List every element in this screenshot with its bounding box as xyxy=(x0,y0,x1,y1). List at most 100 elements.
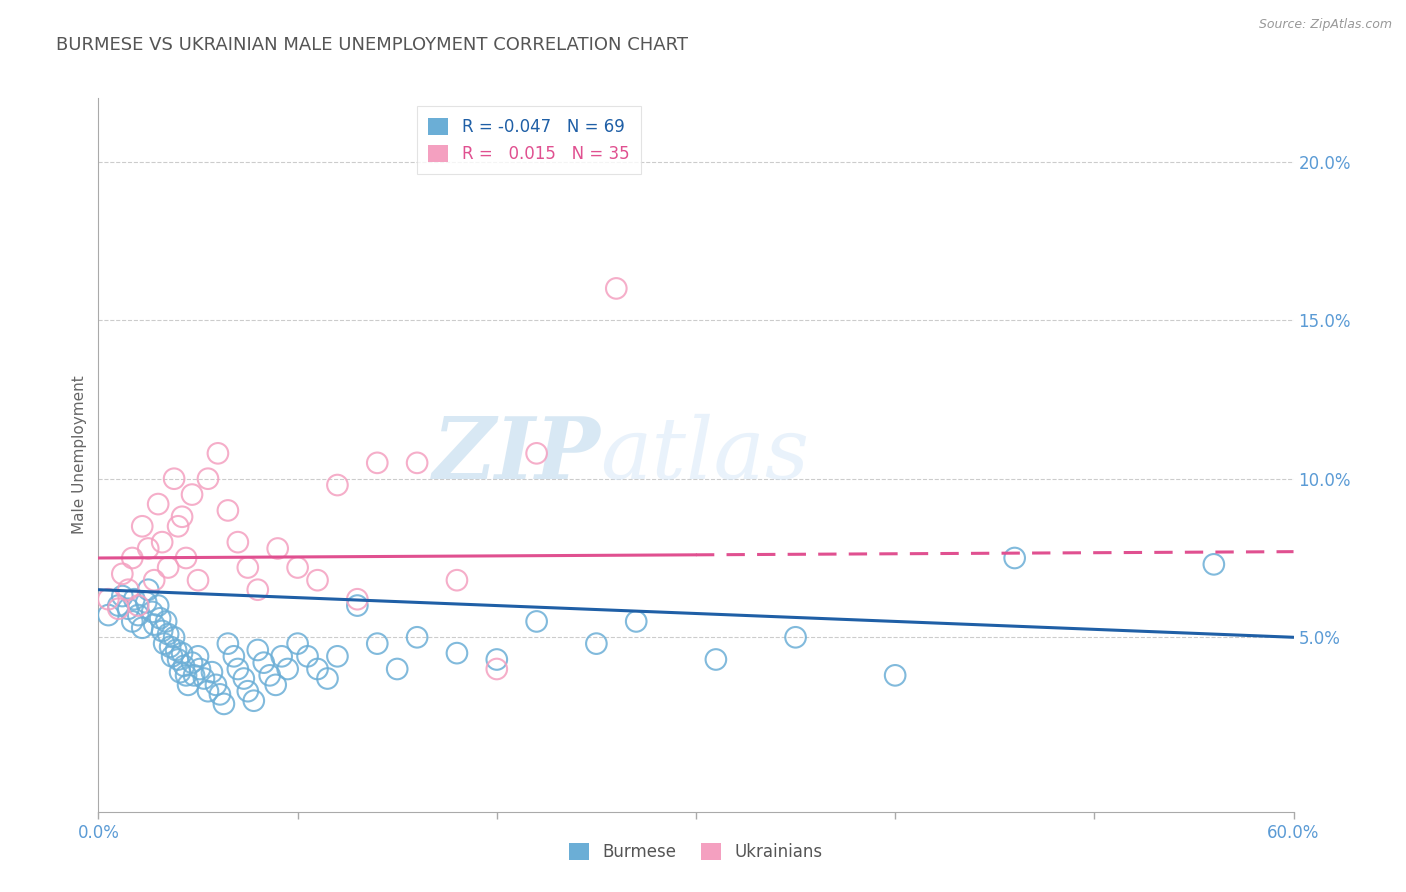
Point xyxy=(143,617,166,632)
Point xyxy=(222,649,245,664)
Point xyxy=(346,599,368,613)
Point xyxy=(150,535,173,549)
Point xyxy=(187,649,209,664)
Point xyxy=(226,535,249,549)
Point xyxy=(174,668,197,682)
Point xyxy=(181,656,204,670)
Point xyxy=(208,687,231,701)
Point xyxy=(157,627,180,641)
Point xyxy=(107,599,129,613)
Text: Source: ZipAtlas.com: Source: ZipAtlas.com xyxy=(1258,18,1392,31)
Point xyxy=(485,652,508,666)
Point xyxy=(188,662,211,676)
Text: BURMESE VS UKRAINIAN MALE UNEMPLOYMENT CORRELATION CHART: BURMESE VS UKRAINIAN MALE UNEMPLOYMENT C… xyxy=(56,36,689,54)
Point xyxy=(267,541,290,556)
Point xyxy=(884,668,907,682)
Point xyxy=(172,509,194,524)
Legend: Burmese, Ukrainians: Burmese, Ukrainians xyxy=(562,836,830,868)
Point xyxy=(326,649,349,664)
Point xyxy=(124,592,146,607)
Point xyxy=(785,630,807,644)
Point xyxy=(107,601,129,615)
Point xyxy=(117,601,139,615)
Point xyxy=(135,595,157,609)
Point xyxy=(117,582,139,597)
Point xyxy=(111,589,134,603)
Point xyxy=(173,658,195,673)
Point xyxy=(149,611,172,625)
Point xyxy=(127,608,149,623)
Point xyxy=(177,678,200,692)
Point xyxy=(287,560,309,574)
Point xyxy=(236,560,259,574)
Point xyxy=(307,573,329,587)
Point xyxy=(174,551,197,566)
Point xyxy=(366,456,388,470)
Point xyxy=(172,646,194,660)
Point xyxy=(148,599,170,613)
Point xyxy=(626,615,648,629)
Point xyxy=(97,592,120,607)
Point xyxy=(165,643,187,657)
Point xyxy=(201,665,224,680)
Point xyxy=(143,573,166,587)
Point xyxy=(270,649,292,664)
Point xyxy=(485,662,508,676)
Point xyxy=(163,472,186,486)
Point xyxy=(167,519,190,533)
Point xyxy=(153,637,176,651)
Point xyxy=(264,678,287,692)
Text: atlas: atlas xyxy=(600,414,810,496)
Point xyxy=(226,662,249,676)
Point xyxy=(169,665,191,680)
Point xyxy=(121,551,143,566)
Point xyxy=(605,281,627,295)
Point xyxy=(406,456,429,470)
Point xyxy=(526,615,548,629)
Point xyxy=(97,608,120,623)
Point xyxy=(207,446,229,460)
Point xyxy=(131,621,153,635)
Point xyxy=(243,694,266,708)
Point xyxy=(141,605,163,619)
Point xyxy=(136,541,159,556)
Point xyxy=(217,637,239,651)
Point xyxy=(193,672,215,686)
Point xyxy=(181,487,204,501)
Point xyxy=(326,478,349,492)
Point xyxy=(121,615,143,629)
Point xyxy=(1004,551,1026,566)
Point xyxy=(366,637,388,651)
Point xyxy=(111,566,134,581)
Point xyxy=(446,646,468,660)
Point xyxy=(253,656,276,670)
Point xyxy=(704,652,727,666)
Point xyxy=(1202,558,1225,572)
Point xyxy=(307,662,329,676)
Point xyxy=(217,503,239,517)
Text: ZIP: ZIP xyxy=(433,413,600,497)
Point xyxy=(197,684,219,698)
Point xyxy=(316,672,339,686)
Point xyxy=(197,472,219,486)
Point xyxy=(277,662,299,676)
Point xyxy=(406,630,429,644)
Point xyxy=(236,684,259,698)
Point xyxy=(346,592,368,607)
Point xyxy=(446,573,468,587)
Point xyxy=(167,652,190,666)
Point xyxy=(157,560,180,574)
Point xyxy=(526,446,548,460)
Point xyxy=(131,519,153,533)
Point xyxy=(287,637,309,651)
Point xyxy=(297,649,319,664)
Point xyxy=(183,668,205,682)
Point xyxy=(385,662,409,676)
Point xyxy=(259,668,281,682)
Point xyxy=(187,573,209,587)
Point xyxy=(148,497,170,511)
Point xyxy=(136,582,159,597)
Point xyxy=(163,630,186,644)
Point xyxy=(212,697,235,711)
Point xyxy=(205,678,228,692)
